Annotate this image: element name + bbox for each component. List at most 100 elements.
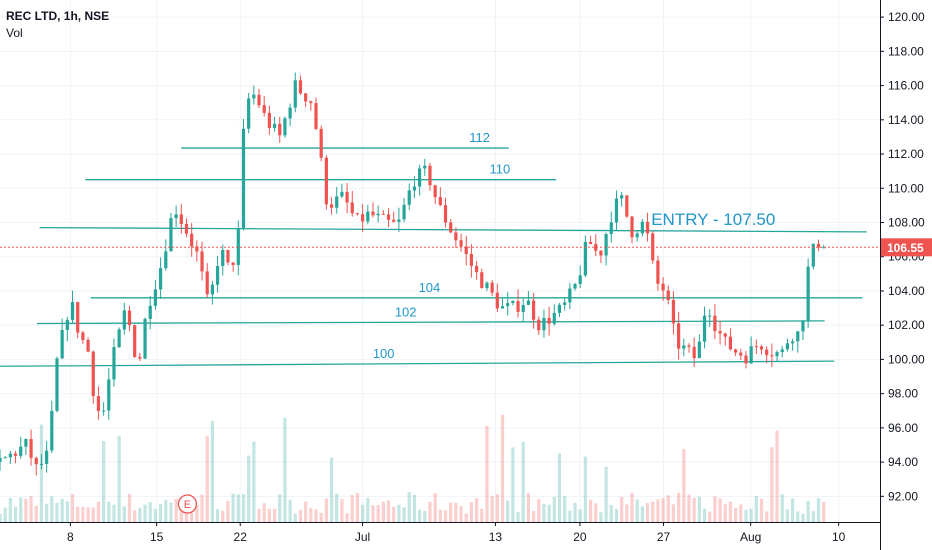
candle — [361, 203, 365, 233]
volume-bar — [454, 502, 458, 522]
candle-body — [500, 306, 505, 309]
volume-bar — [386, 500, 391, 522]
candle — [392, 211, 396, 223]
candle — [640, 218, 644, 237]
candle — [257, 88, 261, 109]
candle — [433, 184, 437, 204]
candle — [81, 330, 85, 344]
candle — [692, 337, 696, 368]
candle — [76, 301, 80, 339]
candle — [329, 197, 334, 215]
current-price-tag: 106.55 — [881, 238, 932, 257]
earnings-circle — [177, 494, 198, 514]
candle-body — [392, 219, 396, 222]
volume-bar — [754, 495, 758, 522]
volume-bar — [50, 496, 54, 522]
volume-bar — [169, 502, 173, 522]
candle-body — [526, 300, 531, 305]
candle — [298, 75, 303, 95]
candle — [371, 202, 375, 218]
volume-bar — [107, 501, 111, 522]
candle-body — [314, 103, 318, 129]
volume-bar — [122, 506, 126, 522]
volume-bar — [335, 493, 339, 522]
volume-bar — [759, 498, 764, 522]
candle — [594, 234, 598, 256]
candle — [765, 346, 769, 364]
candle-body — [267, 112, 271, 128]
candle-body — [625, 195, 629, 217]
candle-body — [397, 219, 401, 222]
candle — [656, 255, 660, 291]
volume-bar — [34, 505, 38, 522]
candle — [236, 220, 240, 276]
candle-body — [780, 349, 784, 353]
candle-body — [19, 446, 23, 456]
volume-bar — [568, 510, 572, 522]
candle — [573, 282, 577, 291]
volume-bar — [164, 500, 168, 522]
candle-body — [60, 329, 64, 359]
volume-bar — [355, 493, 360, 522]
volume-bar — [428, 501, 432, 522]
volume-bar — [298, 509, 303, 522]
volume-bar — [443, 510, 448, 522]
candle-body — [438, 197, 442, 206]
volume-bar — [511, 447, 515, 522]
volume-bar — [407, 492, 411, 522]
candle — [8, 450, 12, 465]
candle-body — [102, 410, 106, 412]
volume-bar — [480, 508, 484, 522]
level-line — [39, 226, 867, 233]
volume-bar — [588, 499, 593, 522]
candle — [702, 306, 707, 349]
x-tick-label: Aug — [740, 530, 761, 544]
candle — [309, 100, 313, 111]
candle-body — [568, 288, 572, 303]
candle-body — [96, 396, 101, 411]
candle-body — [765, 349, 769, 356]
candle-body — [474, 265, 479, 273]
candle — [102, 402, 106, 416]
volume-bar — [547, 504, 551, 522]
candle-body — [241, 128, 246, 228]
volume-bar — [682, 448, 686, 522]
volume-bar — [272, 508, 277, 522]
volume-bar — [8, 497, 12, 522]
candle — [516, 289, 520, 318]
candle — [324, 155, 328, 210]
candle — [744, 350, 748, 369]
candle — [521, 298, 525, 322]
volume-bar — [392, 506, 396, 522]
volume-bar — [221, 510, 225, 522]
candle — [247, 92, 251, 134]
candle-body — [785, 343, 790, 350]
candle — [661, 277, 665, 301]
candle — [454, 227, 458, 248]
candle — [86, 337, 90, 353]
candle — [397, 207, 401, 232]
volume-bar — [112, 504, 116, 522]
candle-body — [604, 234, 608, 256]
candle — [350, 190, 354, 217]
volume-bar — [200, 494, 204, 522]
volume-bar — [39, 424, 44, 522]
symbol-title[interactable]: REC LTD, 1h, NSE — [6, 9, 110, 23]
volume-bar — [195, 505, 199, 522]
volume-bar — [96, 501, 101, 522]
volume-bar — [645, 503, 650, 522]
volume-bar — [723, 504, 727, 522]
volume-bar — [143, 504, 147, 522]
volume-label[interactable]: Vol — [6, 26, 23, 40]
volume-bar — [148, 502, 152, 522]
candle — [335, 187, 339, 214]
volume-bar — [790, 498, 795, 522]
candle-body — [495, 292, 499, 309]
volume-bar — [210, 420, 215, 522]
volume-bar — [785, 509, 790, 522]
volume-bar — [531, 511, 536, 522]
candle — [34, 456, 38, 476]
volume-bar — [174, 498, 178, 522]
candle — [24, 438, 28, 455]
